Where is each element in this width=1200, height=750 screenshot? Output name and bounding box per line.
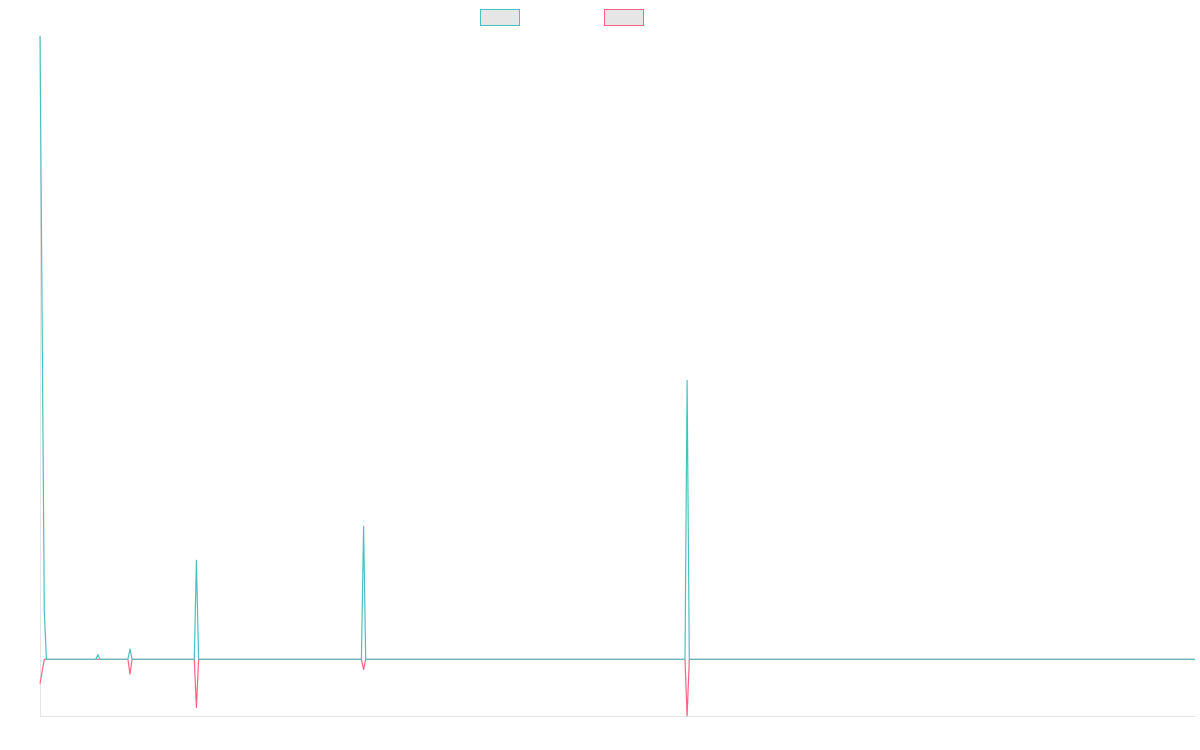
chart-legend <box>0 9 1200 27</box>
legend-swatch-series-2 <box>604 9 644 26</box>
series-line-1 <box>39 35 1195 660</box>
legend-swatch-series-1 <box>480 9 520 26</box>
legend-item-series-2[interactable] <box>604 9 650 26</box>
series-line-2 <box>39 658 1195 717</box>
legend-item-series-1[interactable] <box>480 9 526 26</box>
